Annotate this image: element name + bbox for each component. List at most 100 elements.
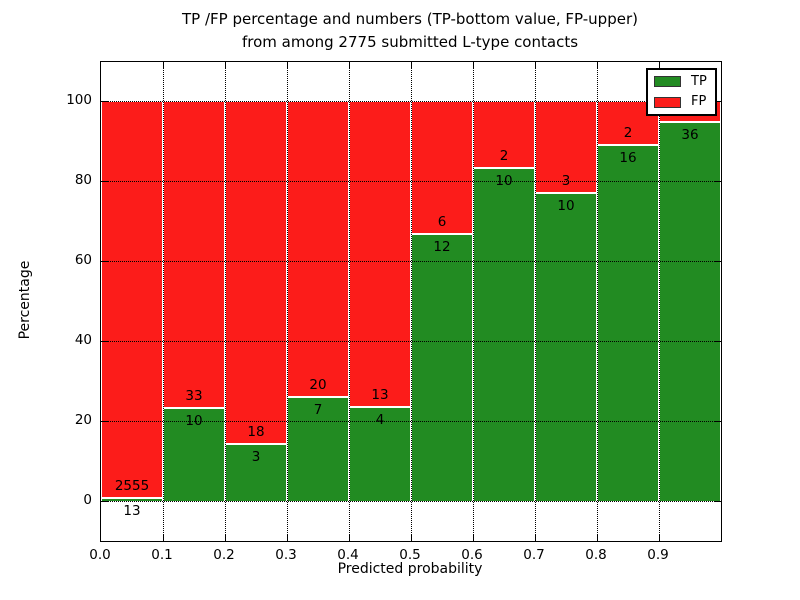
legend-label-tp: TP xyxy=(691,73,707,89)
chart-title: TP /FP percentage and numbers (TP-bottom… xyxy=(100,8,720,54)
y-tick-left-40 xyxy=(101,341,108,342)
y-tick-right-60 xyxy=(714,261,721,262)
tp-count-label-8: 16 xyxy=(619,150,637,166)
bar-segment-tp-2 xyxy=(225,444,287,501)
bar-segment-fp-3 xyxy=(287,101,349,397)
y-tick-label-0: 0 xyxy=(83,492,92,508)
x-tick-bottom-0.7 xyxy=(535,534,536,541)
fp-count-label-8: 2 xyxy=(623,125,633,141)
vgridline-0.6 xyxy=(473,62,474,541)
fp-count-label-1: 33 xyxy=(185,388,203,404)
legend-label-fp: FP xyxy=(691,94,707,110)
y-tick-left-80 xyxy=(101,181,108,182)
bar-segment-tp-5 xyxy=(411,234,473,501)
x-tick-top-0.4 xyxy=(349,62,350,69)
fp-count-label-0: 2555 xyxy=(114,478,150,494)
tp-count-label-2: 3 xyxy=(251,449,261,465)
bar-segment-fp-4 xyxy=(349,101,411,407)
tp-color-swatch-icon xyxy=(654,76,681,88)
tp-count-label-7: 10 xyxy=(557,198,575,214)
fp-count-label-2: 18 xyxy=(247,424,265,440)
vgridline-0.5 xyxy=(411,62,412,541)
x-tick-label-0.9: 0.9 xyxy=(647,547,669,563)
y-tick-label-80: 80 xyxy=(74,172,92,188)
y-tick-right-0 xyxy=(714,501,721,502)
vgridline-0.7 xyxy=(535,62,536,541)
bar-segment-tp-4 xyxy=(349,407,411,501)
x-tick-label-0.4: 0.4 xyxy=(337,547,359,563)
x-tick-label-0.7: 0.7 xyxy=(523,547,545,563)
y-axis-label: Percentage xyxy=(17,260,33,340)
vgridline-0.3 xyxy=(287,62,288,541)
y-tick-right-20 xyxy=(714,421,721,422)
y-tick-left-0 xyxy=(101,501,108,502)
x-tick-bottom-0.4 xyxy=(349,534,350,541)
bar-segment-tp-7 xyxy=(535,193,597,501)
y-tick-label-20: 20 xyxy=(74,412,92,428)
y-tick-right-80 xyxy=(714,181,721,182)
plot-area: 2555 13 33 10 18 3 20 7 13 4 6 12 2 10 3 10 2 16 36 TP FP xyxy=(100,61,722,542)
x-tick-label-0.5: 0.5 xyxy=(399,547,421,563)
x-tick-top-0.8 xyxy=(597,62,598,69)
legend-entry-fp: FP xyxy=(648,93,715,111)
x-tick-label-0.8: 0.8 xyxy=(585,547,607,563)
x-tick-top-0.2 xyxy=(225,62,226,69)
bar-segment-tp-0 xyxy=(101,498,163,501)
tp-count-label-4: 4 xyxy=(375,412,385,428)
x-tick-bottom-0.3 xyxy=(287,534,288,541)
x-tick-top-0.3 xyxy=(287,62,288,69)
bar-segment-fp-7 xyxy=(535,101,597,193)
x-axis-label: Predicted probability xyxy=(337,561,483,577)
tp-count-label-3: 7 xyxy=(313,402,323,418)
fp-count-label-6: 2 xyxy=(499,148,509,164)
chart-title-line2: from among 2775 submitted L-type contact… xyxy=(241,33,579,51)
vgridline-0.1 xyxy=(163,62,164,541)
x-tick-top-0.9 xyxy=(659,62,660,69)
bar-segment-fp-2 xyxy=(225,101,287,444)
x-tick-label-0.3: 0.3 xyxy=(275,547,297,563)
vgridline-0.4 xyxy=(349,62,350,541)
bar-segment-fp-6 xyxy=(473,101,535,168)
x-tick-label-0.6: 0.6 xyxy=(461,547,483,563)
fp-count-label-3: 20 xyxy=(309,377,327,393)
tp-count-label-6: 10 xyxy=(495,173,513,189)
tp-count-label-9: 36 xyxy=(681,127,699,143)
x-tick-label-0.0: 0.0 xyxy=(89,547,111,563)
fp-count-label-7: 3 xyxy=(561,173,571,189)
fp-count-label-4: 13 xyxy=(371,387,389,403)
bar-segment-fp-1 xyxy=(163,101,225,408)
y-tick-label-40: 40 xyxy=(74,332,92,348)
y-tick-label-60: 60 xyxy=(74,252,92,268)
legend: TP FP xyxy=(646,68,717,116)
x-tick-label-0.1: 0.1 xyxy=(151,547,173,563)
fp-color-swatch-icon xyxy=(654,96,681,108)
fp-count-label-5: 6 xyxy=(437,214,447,230)
x-tick-bottom-0.5 xyxy=(411,534,412,541)
tp-count-label-5: 12 xyxy=(433,239,451,255)
x-tick-top-0.5 xyxy=(411,62,412,69)
tp-count-label-0: 13 xyxy=(123,503,141,519)
x-tick-label-0.2: 0.2 xyxy=(213,547,235,563)
vgridline-0.9 xyxy=(659,62,660,541)
x-tick-bottom-0.9 xyxy=(659,534,660,541)
vgridline-0.8 xyxy=(597,62,598,541)
bar-segment-tp-6 xyxy=(473,168,535,501)
y-tick-right-40 xyxy=(714,341,721,342)
x-tick-bottom-0.6 xyxy=(473,534,474,541)
x-tick-bottom-0.2 xyxy=(225,534,226,541)
bar-segment-tp-8 xyxy=(597,145,659,501)
x-tick-top-0.7 xyxy=(535,62,536,69)
tp-count-label-1: 10 xyxy=(185,413,203,429)
y-tick-left-20 xyxy=(101,421,108,422)
y-tick-right-100 xyxy=(714,101,721,102)
x-tick-top-0.6 xyxy=(473,62,474,69)
chart-title-line1: TP /FP percentage and numbers (TP-bottom… xyxy=(182,10,638,28)
y-tick-label-100: 100 xyxy=(66,92,92,108)
vgridline-0.2 xyxy=(225,62,226,541)
legend-entry-tp: TP xyxy=(648,73,715,91)
x-tick-bottom-0.1 xyxy=(163,534,164,541)
y-tick-left-100 xyxy=(101,101,108,102)
x-tick-bottom-0.8 xyxy=(597,534,598,541)
x-tick-top-0.1 xyxy=(163,62,164,69)
